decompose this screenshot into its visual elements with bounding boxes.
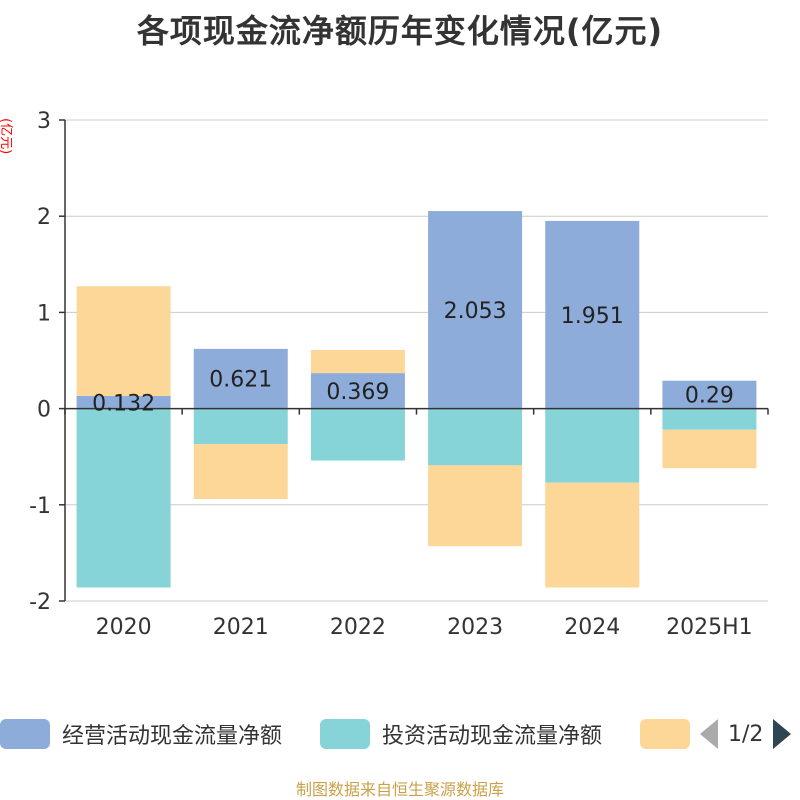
bar-segment: [662, 408, 757, 430]
x-tick-label: 2025H1: [666, 615, 753, 640]
legend-label: 经营活动现金流量净额: [62, 724, 283, 749]
bar-segment: [428, 211, 523, 409]
x-tick-label: 2020: [96, 615, 152, 640]
y-axis-unit: (亿元): [0, 118, 13, 154]
legend-swatch: [640, 719, 690, 749]
data-label: 1.951: [561, 304, 624, 329]
legend-item-operating[interactable]: 经营活动现金流量净额: [0, 716, 282, 752]
y-tick-label: 3: [37, 109, 51, 134]
bar-segment: [193, 348, 288, 409]
y-tick-label: 0: [37, 398, 51, 423]
chevron-right-icon[interactable]: [773, 719, 792, 749]
y-tick-label: 1: [37, 301, 51, 326]
data-labels: 0.132 0.621 0.369 2.053 1.951 0.29: [92, 299, 734, 416]
x-tick-label: 2023: [447, 615, 503, 640]
bar-segment: [310, 350, 405, 374]
bar-segment: [76, 408, 171, 588]
data-label: 0.29: [685, 384, 734, 409]
bar-segment: [193, 408, 288, 445]
legend-item-investing[interactable]: 投资活动现金流量净额: [320, 716, 602, 752]
legend-swatch: [0, 719, 50, 749]
data-label: 0.369: [326, 380, 389, 405]
bar-segment: [662, 380, 757, 409]
data-source: 制图数据来自恒生聚源数据库: [295, 780, 504, 799]
data-label: 0.132: [92, 391, 155, 416]
bar-segment: [76, 286, 171, 396]
legend-swatch: [320, 719, 370, 749]
bar-segment: [310, 373, 405, 409]
bar-segment: [76, 395, 171, 409]
data-label: 0.621: [209, 368, 272, 393]
chevron-left-icon[interactable]: [700, 719, 718, 749]
x-tick-label: 2022: [330, 615, 386, 640]
y-tick-label: -1: [29, 494, 51, 519]
legend-pager: 1/2: [700, 716, 792, 752]
x-tick-label: 2021: [213, 615, 269, 640]
bar-segment: [662, 429, 757, 469]
y-tick-label: 2: [37, 205, 51, 230]
y-tick-label: -2: [29, 590, 51, 615]
bar-segment: [428, 408, 523, 466]
bar-group: [76, 211, 757, 588]
bar-segment: [545, 408, 640, 483]
bar-segment: [428, 465, 523, 547]
x-tick-label: 2024: [564, 615, 620, 640]
legend-label: 投资活动现金流量净额: [382, 724, 603, 749]
bar-segment: [545, 482, 640, 588]
bar-segment: [193, 444, 288, 500]
bar-segment: [545, 220, 640, 409]
data-label: 2.053: [444, 299, 507, 324]
legend-page-indicator: 1/2: [728, 721, 764, 747]
bar-segment: [310, 408, 405, 461]
axes: -2 -1 0 1 2 3 2020 2021 2022 2023 2024 2025H1: [29, 109, 769, 640]
legend-item-financing[interactable]: [640, 716, 690, 752]
chart-title: 各项现金流净额历年变化情况(亿元): [136, 12, 664, 50]
